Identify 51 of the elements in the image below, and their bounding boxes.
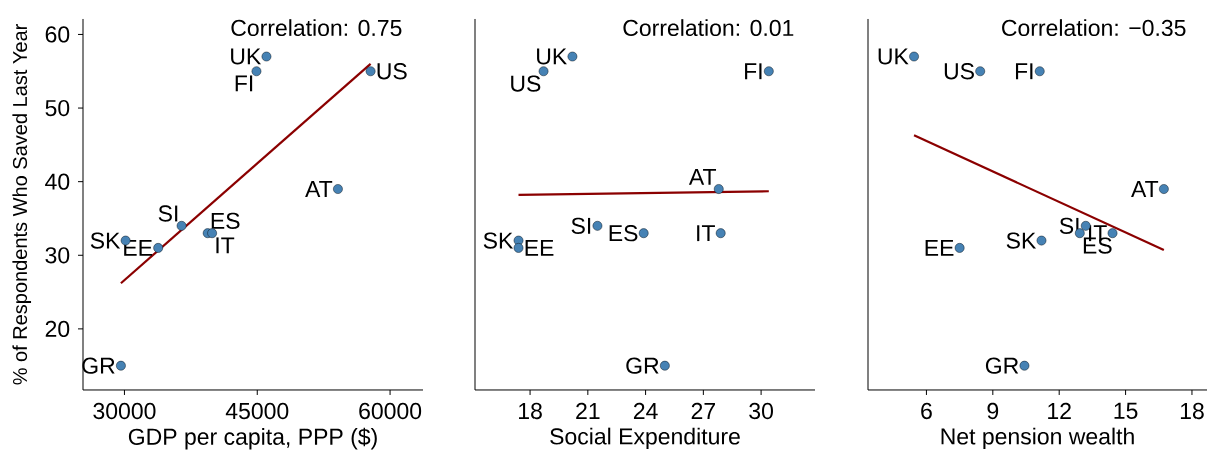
x-tick-label: 6	[921, 402, 932, 420]
annotation: SI	[158, 205, 178, 222]
y-tick-label: 50	[45, 99, 70, 117]
annotation: ES	[211, 212, 240, 229]
annotation: SK	[1006, 232, 1037, 249]
annotation: UK	[537, 48, 567, 65]
annotation: GR	[82, 357, 115, 374]
x-tick-label: 18	[519, 402, 542, 420]
annotation: Correlation: −0.35	[1002, 19, 1186, 37]
x-tick-label: 18	[1180, 402, 1204, 420]
x-tick-label: 27	[691, 402, 715, 419]
annotation: FI	[745, 63, 762, 80]
annotation: Correlation: 0.75	[231, 19, 402, 37]
annotation: UK	[878, 48, 909, 65]
annotation: EE	[925, 240, 954, 256]
x-axis-title: Net pension wealth	[941, 427, 1134, 450]
annotation: IT	[697, 225, 715, 242]
annotation: SK	[90, 232, 121, 249]
y-tick-label: 60	[45, 26, 70, 43]
x-tick-label: 30000	[93, 402, 156, 420]
y-tick-label: 30	[45, 247, 70, 264]
annotation: ES	[609, 225, 638, 242]
x-axis-title: Social Expenditure	[550, 427, 740, 450]
annotation: AT	[688, 169, 717, 185]
x-tick-label: 9	[987, 402, 999, 420]
annotation: FI	[1015, 63, 1033, 80]
annotation: AT	[305, 181, 333, 197]
y-tick-label: 20	[45, 320, 70, 338]
annotation: AT	[1131, 181, 1159, 197]
annotation: Correlation: 0.01	[623, 19, 794, 37]
x-axis-title: GDP per capita, PPP ($)	[128, 427, 377, 450]
annotation: SK	[483, 232, 514, 249]
annotation: UK	[231, 48, 261, 65]
annotation: US	[944, 63, 974, 80]
annotation: US	[511, 75, 541, 92]
x-tick-label: 60000	[359, 402, 422, 420]
annotation: SI	[571, 217, 591, 234]
annotation: GR	[626, 357, 659, 374]
x-tick-label: 15	[1114, 402, 1138, 419]
y-tick-label: 40	[45, 173, 70, 190]
x-tick-label: 30	[749, 402, 773, 420]
x-tick-label: 21	[576, 402, 600, 419]
annotation: EE	[525, 240, 554, 256]
annotation: FI	[235, 75, 253, 92]
annotation: IT	[216, 237, 235, 254]
annotation: GR	[985, 357, 1019, 374]
x-tick-label: 24	[633, 402, 658, 419]
annotation: US	[377, 63, 407, 80]
x-tick-label: 12	[1048, 402, 1071, 419]
x-tick-label: 45000	[225, 402, 289, 420]
y-axis-title: % of Respondents Who Saved Last Year	[12, 23, 32, 385]
